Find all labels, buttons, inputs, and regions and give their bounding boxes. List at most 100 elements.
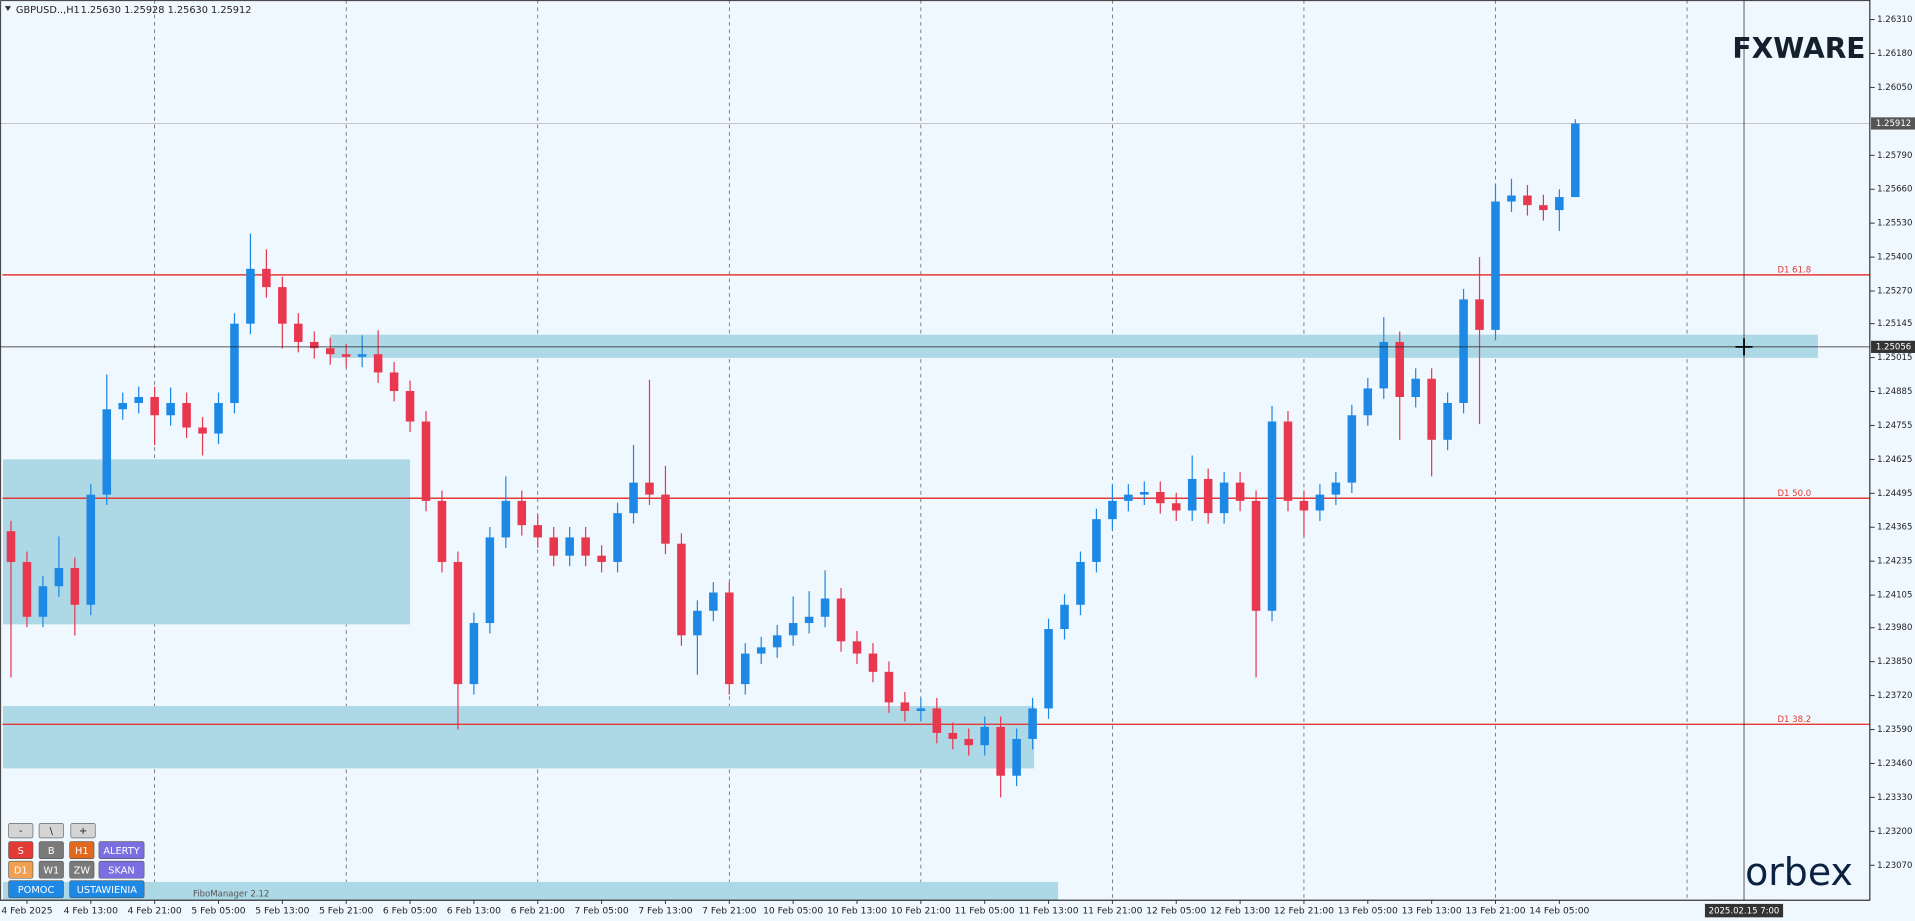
candle-body: [932, 708, 942, 733]
candle-body: [1012, 738, 1021, 776]
candle-body: [804, 616, 814, 624]
x-tick-label: 12 Feb 21:00: [1274, 906, 1334, 917]
level-label: D1 61.8: [1777, 265, 1811, 275]
candle-body: [230, 323, 239, 404]
candle-body: [900, 702, 910, 712]
panel-button-label[interactable]: SKAN: [108, 865, 134, 876]
candle-body: [373, 354, 383, 373]
y-tick-label: 1.25660: [1877, 185, 1912, 195]
x-tick-label: 13 Feb 13:00: [1402, 906, 1462, 917]
panel-button[interactable]: [8, 822, 34, 839]
candle-body: [629, 482, 638, 514]
candle-body: [6, 531, 16, 562]
candle-body: [38, 586, 48, 617]
panel-button[interactable]: [98, 860, 145, 879]
candle-body: [22, 561, 32, 617]
crosshair-price-tag: 1.25056: [1876, 342, 1911, 352]
panel-button-label[interactable]: H1: [75, 846, 89, 857]
y-tick-label: 1.26310: [1877, 15, 1912, 25]
cursor: [1735, 338, 1753, 356]
candle-body: [1475, 299, 1484, 330]
candle-body: [1315, 494, 1325, 511]
candle-body: [549, 537, 558, 556]
candle-body: [1523, 195, 1532, 206]
candle-body: [820, 598, 830, 617]
symbol: GBPUSD..,H1: [16, 5, 80, 16]
candle-body: [1539, 205, 1548, 211]
candle-body: [1571, 123, 1580, 198]
x-tick-label: 11 Feb 05:00: [955, 906, 1015, 917]
last-price-tag: 1.25912: [1876, 119, 1911, 129]
panel-button[interactable]: [69, 880, 145, 899]
candle-body: [788, 623, 798, 636]
panel-button[interactable]: [69, 841, 95, 860]
candle-body: [1395, 341, 1404, 398]
panel-button-label[interactable]: \: [50, 826, 54, 837]
candle-body: [613, 513, 622, 562]
panel-button-label[interactable]: W1: [43, 865, 59, 876]
candle-body: [772, 635, 782, 648]
x-tick-label: 4 Feb 13:00: [64, 906, 118, 917]
panel-button[interactable]: [38, 822, 64, 839]
candle-body: [1028, 708, 1037, 739]
x-tick-label: 6 Feb 21:00: [511, 906, 565, 917]
candle-body: [1379, 341, 1389, 389]
candle-body: [948, 732, 958, 739]
panel-button-label[interactable]: -: [19, 826, 23, 837]
candle-body: [1459, 299, 1468, 404]
y-tick-label: 1.24755: [1877, 421, 1912, 431]
candle-body: [581, 537, 590, 556]
candle-body: [294, 323, 303, 342]
panel-button-label[interactable]: ZW: [74, 865, 91, 876]
y-tick-label: 1.25015: [1877, 353, 1912, 363]
time-axis-bg: [0, 900, 1870, 921]
panel-button[interactable]: [69, 860, 95, 879]
candle-body: [1092, 519, 1101, 562]
panel-button[interactable]: [8, 860, 34, 879]
candle-body: [1363, 388, 1373, 416]
panel-button-label[interactable]: B: [48, 846, 55, 857]
candle-body: [709, 592, 718, 611]
y-tick-label: 1.24235: [1877, 557, 1912, 567]
candle-body: [725, 592, 734, 685]
panel-button[interactable]: [38, 860, 64, 879]
candle-body: [645, 482, 654, 495]
panel-button-label[interactable]: D1: [14, 865, 28, 876]
crosshair-time: 2025.02.15 7:00: [1709, 907, 1780, 917]
candle-body: [1187, 478, 1197, 511]
candle-body: [1283, 421, 1293, 501]
candle-body: [1299, 500, 1309, 511]
y-tick-label: 1.26180: [1877, 49, 1912, 59]
candle-body: [1251, 500, 1261, 611]
candle-body: [677, 543, 686, 636]
last-price-tag-bg: [1871, 117, 1915, 130]
zone: [3, 706, 1035, 769]
panel-button[interactable]: [98, 841, 145, 860]
candle-body: [453, 561, 463, 685]
x-tick-label: 6 Feb 05:00: [383, 906, 437, 917]
x-tick-label: 5 Feb 21:00: [319, 906, 373, 917]
panel-button-label[interactable]: S: [18, 846, 24, 857]
y-tick-label: 1.23200: [1877, 827, 1912, 837]
panel-button-label[interactable]: +: [79, 826, 87, 837]
x-tick-label: 11 Feb 13:00: [1019, 906, 1079, 917]
candle-body: [1171, 503, 1181, 511]
panel-button-label[interactable]: USTAWIENIA: [77, 885, 138, 896]
x-tick-label: 7 Feb 05:00: [574, 906, 628, 917]
candle-body: [54, 567, 64, 587]
panel-button[interactable]: [8, 841, 34, 860]
candle-body: [836, 598, 846, 642]
y-tick-label: 1.24625: [1877, 455, 1912, 465]
x-tick-label: 12 Feb 05:00: [1146, 906, 1206, 917]
panel-button[interactable]: [38, 841, 64, 860]
x-tick-label: 6 Feb 13:00: [447, 906, 501, 917]
candle-body: [182, 403, 191, 428]
x-tick-label: 11 Feb 21:00: [1082, 906, 1142, 917]
x-tick-label: 4 Feb 2025: [1, 906, 52, 917]
candle-body: [118, 403, 128, 410]
panel-button[interactable]: [70, 822, 96, 839]
panel-button-label[interactable]: ALERTY: [103, 846, 139, 857]
panel-button[interactable]: [8, 880, 64, 899]
candle-body: [421, 421, 431, 501]
panel-button-label[interactable]: POMOC: [18, 885, 55, 896]
